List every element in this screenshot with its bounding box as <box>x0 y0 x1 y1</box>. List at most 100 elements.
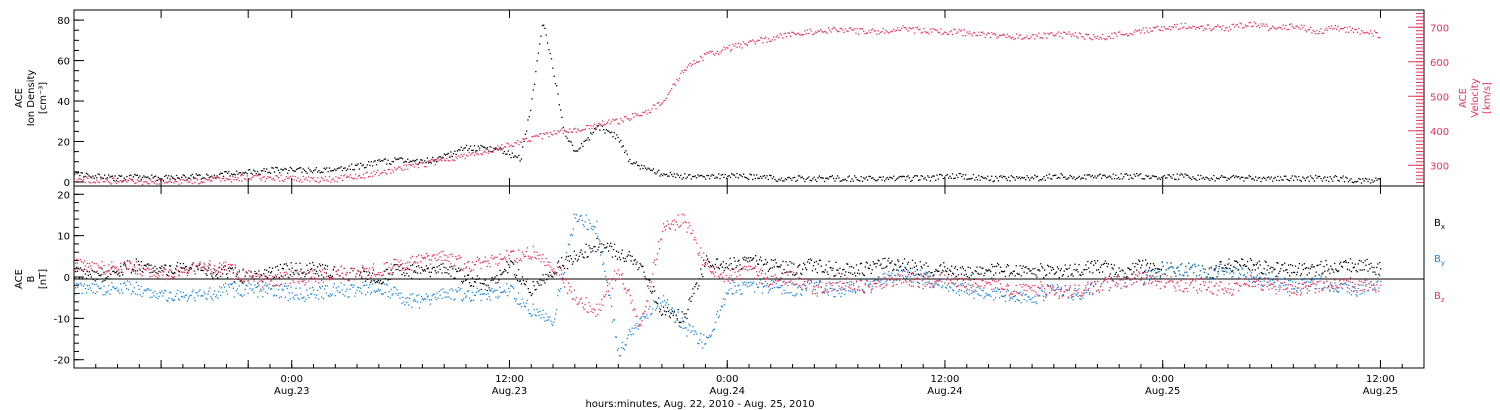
density-point <box>1230 176 1232 179</box>
by-point <box>620 347 623 349</box>
velocity-point <box>1311 32 1313 34</box>
velocity-point <box>829 29 831 31</box>
density-point <box>1248 175 1250 177</box>
by-point <box>827 294 829 296</box>
bx-point <box>1294 265 1297 267</box>
density-point <box>877 178 879 181</box>
bx-point <box>689 297 691 299</box>
density-point <box>887 178 890 180</box>
velocity-point <box>242 174 244 176</box>
density-point <box>1048 173 1050 175</box>
density-point <box>157 176 159 179</box>
velocity-point <box>411 165 413 167</box>
bx-point <box>389 278 391 280</box>
density-point <box>940 173 942 176</box>
bx-point <box>206 274 208 276</box>
bx-point <box>812 265 815 267</box>
by-point <box>809 279 812 281</box>
by-point <box>817 284 819 286</box>
bx-point <box>900 265 902 267</box>
density-point <box>334 168 336 170</box>
velocity-point <box>937 31 939 33</box>
bx-point <box>484 279 486 281</box>
velocity-point <box>776 35 779 37</box>
velocity-point <box>1320 28 1322 30</box>
velocity-point <box>324 176 327 178</box>
density-point <box>882 176 884 178</box>
by-point <box>779 287 781 289</box>
bx-point <box>697 288 699 290</box>
density-point <box>1340 176 1342 179</box>
bx-point <box>916 269 918 271</box>
by-point <box>462 300 464 302</box>
density-point <box>93 177 95 179</box>
by-point <box>184 294 186 297</box>
bz-point <box>142 271 144 274</box>
bx-point <box>920 266 922 268</box>
bx-point <box>1290 264 1292 266</box>
bx-point <box>107 275 109 278</box>
velocity-point <box>1034 38 1036 40</box>
bx-point <box>936 270 938 272</box>
velocity-point <box>968 31 971 33</box>
bx-point <box>726 266 728 268</box>
density-point <box>394 157 396 159</box>
bx-point <box>1100 264 1103 266</box>
density-point <box>530 109 532 112</box>
density-point <box>386 163 388 165</box>
by-point <box>659 307 661 309</box>
bx-point <box>800 272 802 274</box>
density-point <box>549 52 551 55</box>
bx-point <box>1372 271 1374 273</box>
velocity-point <box>439 159 442 161</box>
velocity-point <box>1123 34 1125 36</box>
density-point <box>749 173 751 175</box>
bx-point <box>1070 274 1072 276</box>
bx-point <box>1145 264 1148 266</box>
velocity-point <box>101 177 103 179</box>
bx-point <box>431 268 433 270</box>
bx-point <box>125 265 127 267</box>
density-point <box>382 160 384 162</box>
velocity-point <box>119 179 121 182</box>
bx-point <box>938 270 940 272</box>
density-point <box>532 89 534 91</box>
density-point <box>1201 177 1203 180</box>
bx-point <box>568 260 571 262</box>
bx-point <box>491 276 493 279</box>
bx-point <box>547 274 549 276</box>
density-point <box>1242 176 1244 178</box>
by-point <box>201 294 203 297</box>
bx-point <box>132 269 135 271</box>
velocity-point <box>567 131 570 134</box>
velocity-point <box>783 33 785 35</box>
density-point <box>796 179 798 181</box>
density-point <box>353 168 355 171</box>
by-point <box>202 295 204 297</box>
density-point <box>327 171 329 173</box>
velocity-point <box>629 119 631 121</box>
bx-point <box>1029 270 1031 272</box>
density-point <box>258 173 260 175</box>
velocity-point <box>1360 30 1363 32</box>
bx-point <box>766 261 768 263</box>
velocity-point <box>671 88 673 90</box>
bx-point <box>111 266 113 269</box>
bx-point <box>772 259 774 262</box>
density-point <box>1077 177 1079 179</box>
density-point <box>426 157 428 159</box>
density-point <box>617 136 619 139</box>
velocity-point <box>745 43 747 45</box>
density-point <box>1130 177 1133 179</box>
velocity-point <box>769 40 771 42</box>
by-point <box>515 298 518 300</box>
density-point <box>654 172 656 174</box>
density-point <box>966 178 968 181</box>
density-point <box>855 177 857 179</box>
velocity-point <box>702 59 704 62</box>
velocity-point <box>1221 28 1223 30</box>
velocity-point <box>232 176 234 178</box>
velocity-point <box>1099 36 1101 38</box>
by-point <box>122 292 124 294</box>
density-point <box>599 129 601 131</box>
